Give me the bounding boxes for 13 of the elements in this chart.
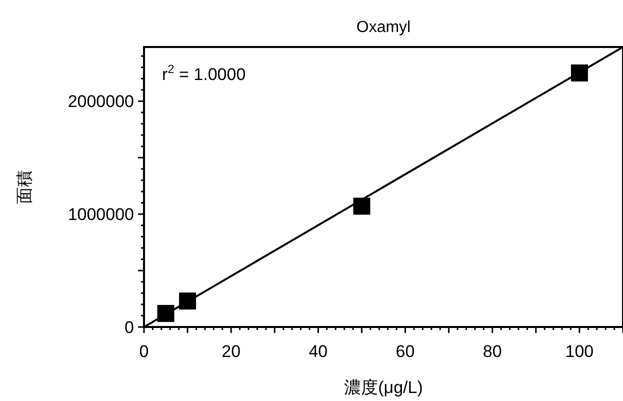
x-tick-label: 20: [222, 342, 241, 361]
x-tick-label: 80: [482, 342, 502, 361]
y-tick-label: 2000000: [68, 92, 134, 112]
x-tick-label: 0: [139, 342, 149, 361]
x-axis-title: 濃度(μg/L): [344, 378, 423, 397]
x-tick-label: 60: [396, 342, 415, 361]
annotation: r$^{2}$ = 1.0000: [162, 62, 246, 84]
y-tick-label: 0: [124, 318, 134, 337]
x-tick-label: 40: [308, 342, 328, 361]
y-tick-label: 1000000: [68, 205, 134, 224]
chart-title: Oxamyl: [356, 19, 411, 36]
x-tick-label: 100: [565, 342, 594, 361]
y-axis-title: 面積: [15, 170, 34, 204]
